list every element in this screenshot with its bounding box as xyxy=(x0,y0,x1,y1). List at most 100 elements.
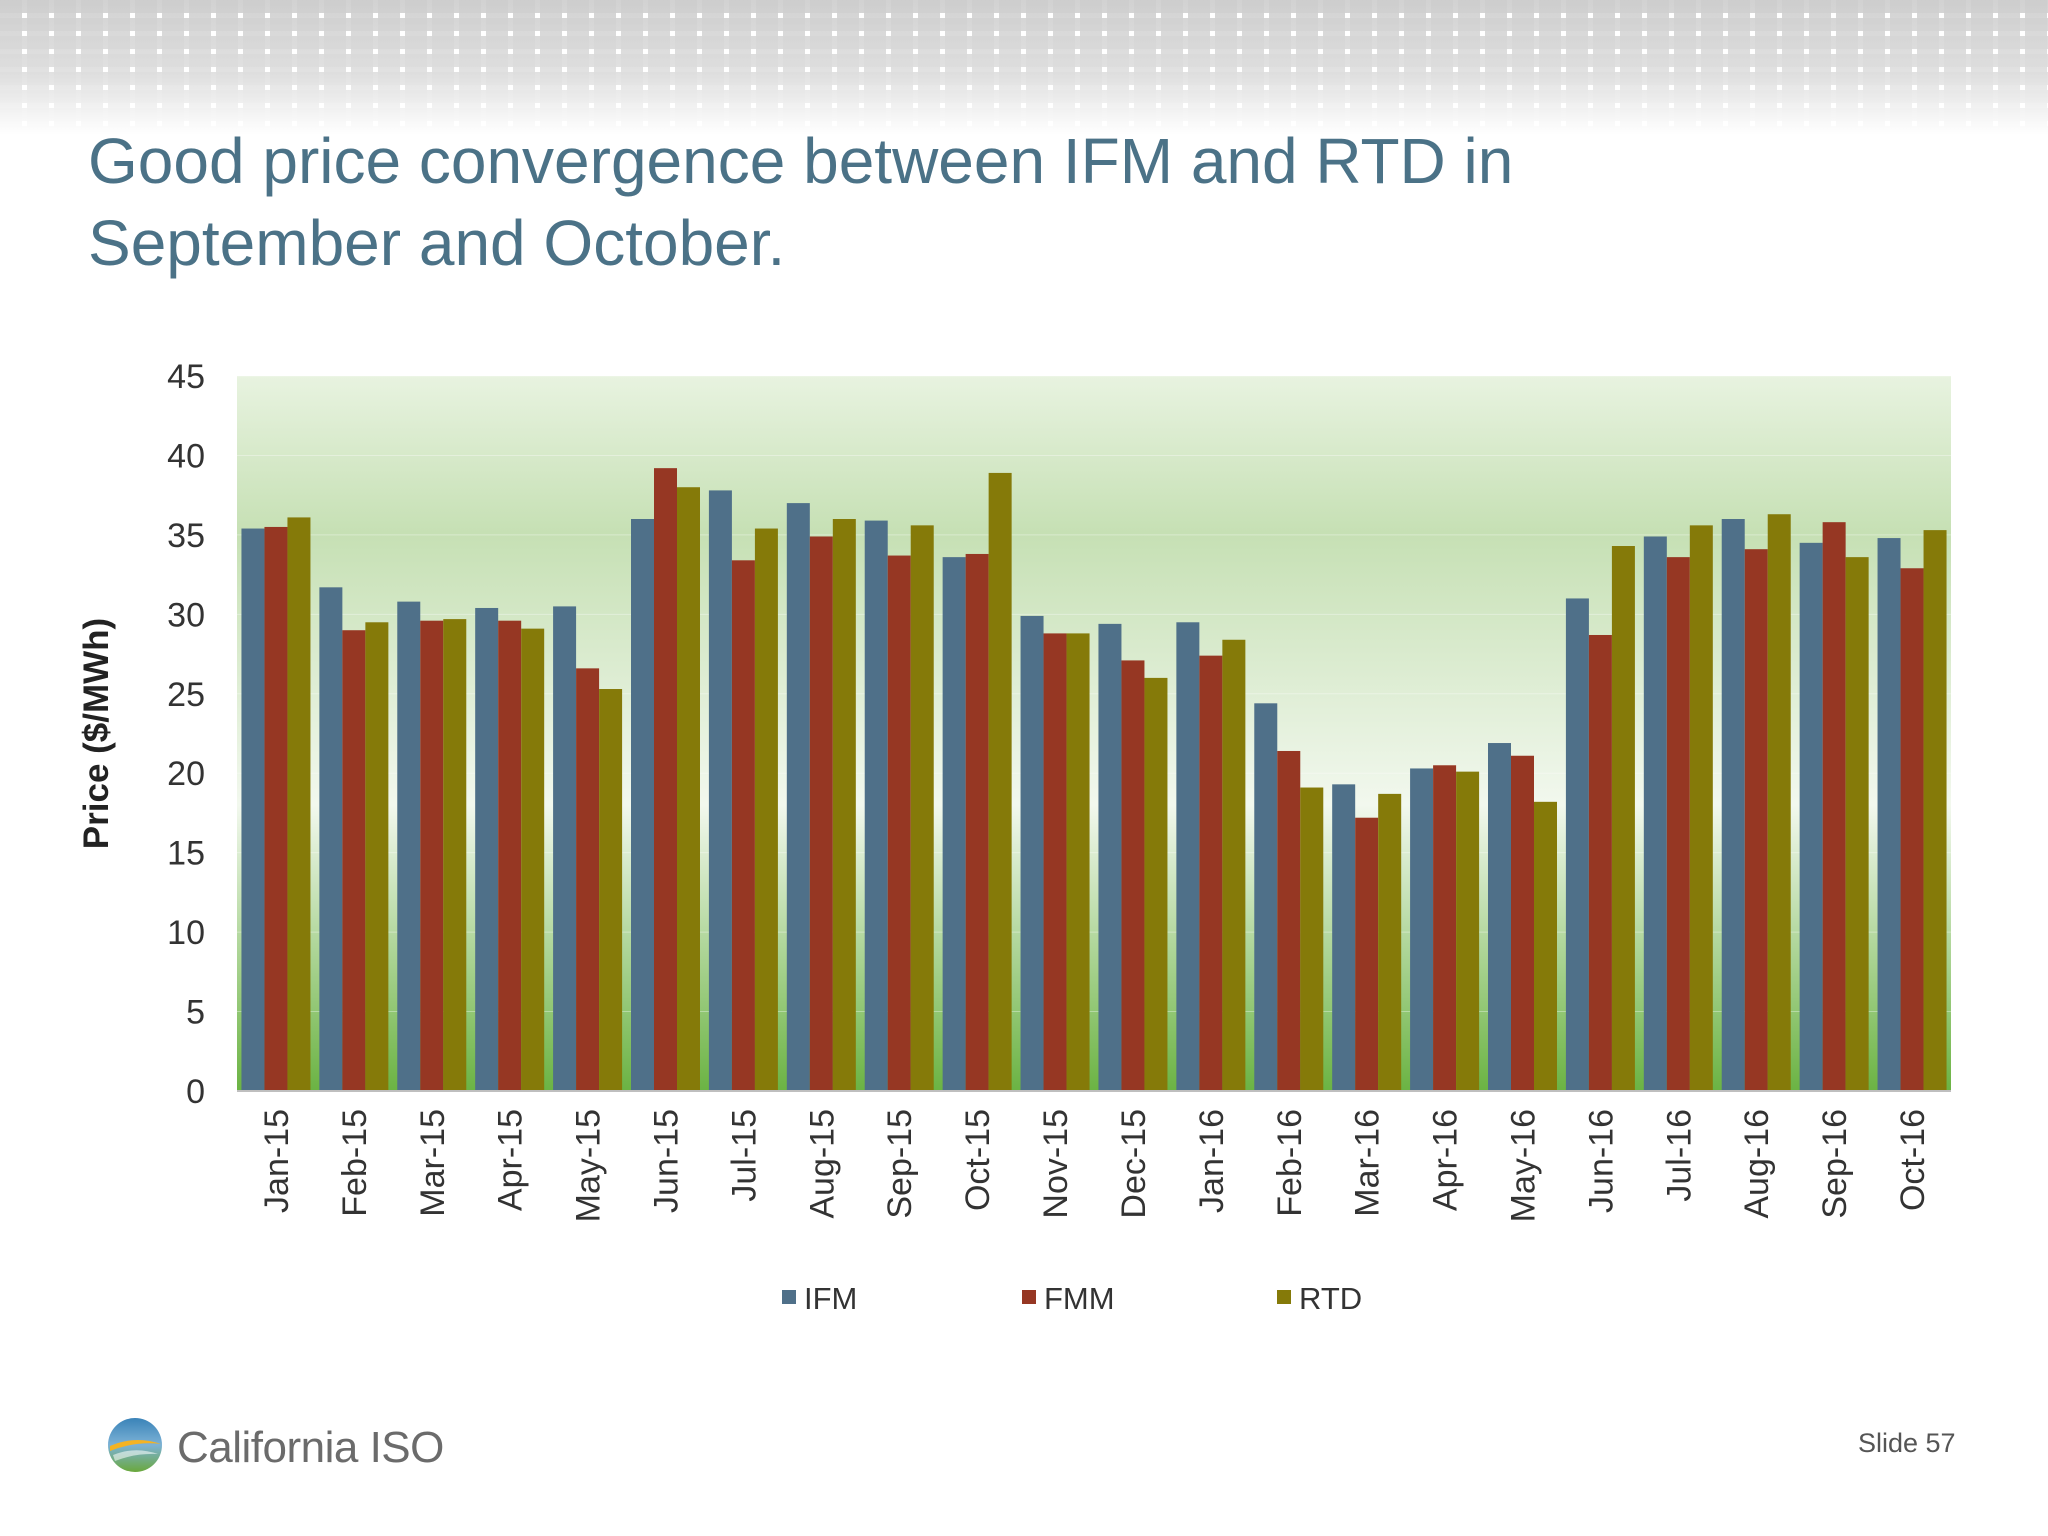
x-tick-label: May-15 xyxy=(570,1109,608,1222)
globe-logo-icon xyxy=(108,1418,162,1472)
bar-ifm xyxy=(1254,703,1278,1091)
bar-rtd xyxy=(988,472,1012,1091)
bar-fmm xyxy=(1277,750,1301,1091)
bar-fmm xyxy=(264,526,288,1091)
bar-ifm xyxy=(1721,519,1745,1091)
bar-ifm xyxy=(475,607,499,1091)
legend-swatch xyxy=(1277,1290,1291,1304)
bar-rtd xyxy=(754,528,778,1091)
x-tick-label: Sep-15 xyxy=(881,1109,919,1219)
bar-fmm xyxy=(1355,817,1379,1091)
bar-rtd xyxy=(1222,639,1246,1091)
x-tick-label: Apr-16 xyxy=(1427,1109,1465,1211)
y-tick-label: 5 xyxy=(186,994,205,1032)
slide-title-line-2: September and October. xyxy=(88,207,786,279)
bar-fmm xyxy=(887,555,911,1091)
bar-rtd xyxy=(1845,557,1869,1091)
bar-fmm xyxy=(1121,660,1145,1091)
legend-label: RTD xyxy=(1299,1281,1362,1316)
bar-rtd xyxy=(1144,677,1168,1091)
bar-ifm xyxy=(1643,536,1667,1091)
legend: IFM FMM RTD xyxy=(782,1281,1362,1316)
bar-fmm xyxy=(1433,765,1457,1091)
slide-number: Slide 57 xyxy=(1858,1428,1956,1458)
bar-rtd xyxy=(1767,514,1791,1091)
slide-title-line-1: Good price convergence between IFM and R… xyxy=(88,125,1514,197)
bar-ifm xyxy=(1565,598,1589,1091)
bar-fmm xyxy=(1822,522,1846,1091)
y-tick-label: 30 xyxy=(167,596,205,634)
x-tick-label: Mar-15 xyxy=(414,1109,452,1217)
x-tick-label: Apr-15 xyxy=(492,1109,530,1211)
bar-fmm xyxy=(1511,755,1534,1091)
x-tick-label: Aug-15 xyxy=(803,1109,841,1219)
bar-ifm xyxy=(1098,623,1122,1091)
bar-fmm xyxy=(654,468,677,1092)
legend-item-ifm: IFM xyxy=(782,1281,857,1316)
bar-fmm xyxy=(809,536,833,1091)
y-tick-label: 35 xyxy=(167,517,205,555)
bar-rtd xyxy=(1689,525,1713,1091)
bar-ifm xyxy=(319,587,343,1091)
bar-ifm xyxy=(1877,538,1901,1091)
x-tick-label: Mar-16 xyxy=(1349,1109,1387,1217)
bar-fmm xyxy=(1744,549,1768,1091)
bar-ifm xyxy=(631,519,654,1091)
bar-rtd xyxy=(521,628,545,1091)
y-tick-label: 20 xyxy=(167,755,205,793)
legend-item-fmm: FMM xyxy=(1022,1281,1115,1316)
header-pattern-band xyxy=(0,0,2048,135)
bar-fmm xyxy=(342,630,366,1091)
bar-ifm xyxy=(708,490,732,1091)
bar-ifm xyxy=(1332,784,1356,1091)
x-tick-label: Jan-16 xyxy=(1193,1109,1231,1213)
bar-fmm xyxy=(1199,655,1223,1091)
x-tick-label: Sep-16 xyxy=(1816,1109,1854,1219)
bar-fmm xyxy=(1588,634,1612,1091)
logo-text: California ISO xyxy=(177,1423,444,1472)
legend-label: IFM xyxy=(804,1281,857,1316)
california-iso-logo: California ISO xyxy=(105,1415,445,1481)
bar-rtd xyxy=(1534,801,1557,1091)
bar-ifm xyxy=(864,520,888,1091)
y-tick-labels: 0 5 10 15 20 25 30 35 40 45 xyxy=(167,358,205,1111)
bar-rtd xyxy=(1300,787,1324,1091)
bar-ifm xyxy=(942,557,966,1091)
x-tick-label: Jan-15 xyxy=(258,1109,296,1213)
x-tick-label: Dec-15 xyxy=(1115,1109,1153,1219)
bar-fmm xyxy=(965,553,989,1091)
bar-ifm xyxy=(397,601,421,1091)
x-tick-label: Oct-16 xyxy=(1894,1109,1932,1211)
bar-rtd xyxy=(443,619,467,1091)
legend-swatch xyxy=(1022,1290,1036,1304)
bar-rtd xyxy=(599,689,623,1091)
bar-rtd xyxy=(1456,771,1480,1091)
bar-fmm xyxy=(731,560,755,1091)
bar-ifm xyxy=(786,503,810,1092)
y-tick-label: 15 xyxy=(167,835,205,873)
x-tick-label: May-16 xyxy=(1505,1109,1543,1222)
y-tick-label: 25 xyxy=(167,676,205,714)
x-tick-label: Jun-16 xyxy=(1582,1109,1620,1213)
y-tick-label: 40 xyxy=(167,437,205,475)
x-tick-label: Nov-15 xyxy=(1037,1109,1075,1219)
bar-rtd xyxy=(1611,546,1635,1091)
x-tick-label: Feb-16 xyxy=(1271,1109,1309,1217)
legend-item-rtd: RTD xyxy=(1277,1281,1362,1316)
bar-rtd xyxy=(1066,633,1090,1091)
x-tick-label: Feb-15 xyxy=(336,1109,374,1217)
bar-fmm xyxy=(420,620,444,1091)
series-rtd xyxy=(287,472,1947,1091)
bar-rtd xyxy=(1923,530,1947,1091)
y-axis-title: Price ($/MWh) xyxy=(77,618,116,849)
bar-fmm xyxy=(1666,557,1690,1091)
bar-fmm xyxy=(498,620,522,1091)
x-tick-label: Jul-16 xyxy=(1660,1109,1698,1202)
legend-label: FMM xyxy=(1044,1281,1115,1316)
bar-fmm xyxy=(1043,633,1067,1091)
y-tick-label: 0 xyxy=(186,1073,205,1111)
y-tick-label: 10 xyxy=(167,914,205,952)
x-tick-label: Oct-15 xyxy=(959,1109,997,1211)
bar-ifm xyxy=(241,528,265,1091)
series-ifm xyxy=(241,490,1901,1092)
